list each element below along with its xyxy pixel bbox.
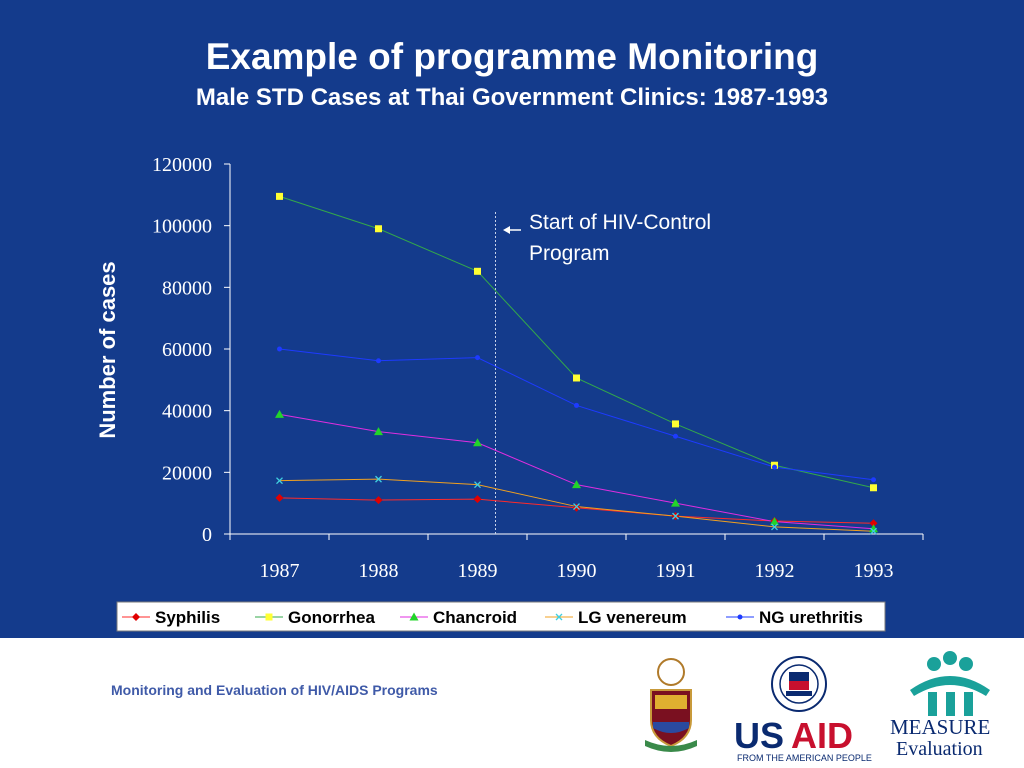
gonorrhea-point xyxy=(474,267,481,275)
chancroid-point xyxy=(374,427,383,436)
lg-venereum-point-stroke xyxy=(870,527,877,535)
chancroid-point xyxy=(275,409,284,418)
lg-venereum-point xyxy=(672,512,679,520)
logo-strip: US AID FROM THE AMERICAN PEOPLE MEASURE … xyxy=(645,651,990,763)
x-tick-label: 1988 xyxy=(359,560,399,582)
legend-ng-urethritis-marker xyxy=(737,614,743,620)
std-cases-line-chart: 0 20000 40000 60000 80000 100000 120000 1987 198… xyxy=(95,154,924,632)
slide-background xyxy=(0,0,1024,638)
y-tick-label: 20000 xyxy=(162,462,212,484)
slide-title: Example of programme Monitoring xyxy=(205,36,819,77)
slide-subtitle: Male STD Cases at Thai Government Clinic… xyxy=(195,84,829,111)
legend-chancroid-marker xyxy=(409,612,419,621)
syphilis-point xyxy=(275,493,284,502)
legend-ng-urethritis-label: NG urethritis xyxy=(759,608,863,627)
lg-venereum-point xyxy=(771,523,778,531)
y-tick-label: 80000 xyxy=(162,277,212,299)
gonorrhea-point xyxy=(870,484,877,492)
ng-urethritis-point xyxy=(574,402,579,408)
x-tick-label: 1989 xyxy=(458,560,498,582)
lg-venereum-point-stroke xyxy=(474,481,481,489)
ng-urethritis-point xyxy=(376,358,381,364)
y-tick-label: 120000 xyxy=(152,154,212,176)
lg-venereum-point xyxy=(870,527,877,535)
legend-gonorrhea-marker xyxy=(265,613,273,621)
lg-venereum-point-stroke xyxy=(771,523,778,531)
evaluation-text: Evaluation xyxy=(896,738,983,760)
x-tick-label: 1992 xyxy=(755,560,795,582)
legend-box xyxy=(116,601,886,632)
annotation-arrow-icon xyxy=(503,226,510,234)
gonorrhea-point xyxy=(672,420,679,428)
syphilis-point xyxy=(869,519,878,528)
syphilis-point xyxy=(374,496,383,505)
legend-lg-venereum-marker xyxy=(555,613,563,621)
y-tick-label: 0 xyxy=(202,524,212,546)
ng-urethritis-point xyxy=(871,477,876,483)
chart-legend: Syphilis Gonorrhea Chancroid LG venereum NG … xyxy=(116,601,886,632)
chart-axes: 0 20000 40000 60000 80000 100000 120000 1987 198… xyxy=(152,154,924,582)
usaid-aid-text: AID xyxy=(791,715,853,756)
lg-venereum-point-stroke xyxy=(672,512,679,520)
footer-text: Monitoring and Evaluation of HIV/AIDS Pr… xyxy=(111,682,438,698)
y-axis-title: Number of cases xyxy=(95,261,120,438)
gonorrhea-line xyxy=(279,195,874,489)
chancroid-point xyxy=(473,438,482,447)
legend-syphilis-marker xyxy=(132,613,140,621)
measure-people-icon xyxy=(910,651,990,716)
x-tick-label: 1990 xyxy=(557,560,597,582)
y-tick-label: 60000 xyxy=(162,339,212,361)
measure-text: MEASURE xyxy=(890,715,990,739)
lg-venereum-point xyxy=(573,503,580,511)
syphilis-point xyxy=(473,495,482,504)
chancroid-point xyxy=(869,524,878,533)
legend-gonorrhea-label: Gonorrhea xyxy=(288,608,375,627)
legend-lg-venereum-marker-stroke xyxy=(555,613,563,621)
gonorrhea-point xyxy=(375,225,382,233)
lg-venereum-point-stroke xyxy=(276,477,283,485)
lg-venereum-point-stroke xyxy=(573,503,580,511)
x-tick-label: 1993 xyxy=(854,560,894,582)
ng-urethritis-line xyxy=(279,348,874,481)
x-tick-label: 1987 xyxy=(260,560,300,582)
ng-urethritis-point xyxy=(277,346,282,352)
annotation: Start of HIV-Control Program xyxy=(503,211,711,265)
legend-lg-venereum-label: LG venereum xyxy=(578,608,687,627)
x-tick-label: 1991 xyxy=(656,560,696,582)
syphilis-point xyxy=(572,503,581,512)
usaid-us-text: US xyxy=(734,715,784,756)
gonorrhea-point xyxy=(276,192,283,200)
lg-venereum-point-stroke xyxy=(375,475,382,483)
lg-venereum-point xyxy=(276,477,283,485)
gonorrhea-point xyxy=(573,374,580,382)
y-tick-label: 100000 xyxy=(152,216,212,238)
chancroid-point xyxy=(770,517,779,526)
legend-syphilis-label: Syphilis xyxy=(155,608,220,627)
chancroid-point xyxy=(671,498,680,507)
y-tick-label: 40000 xyxy=(162,401,212,423)
ng-urethritis-point xyxy=(772,464,777,470)
university-crest-icon xyxy=(645,658,697,752)
legend-chancroid-label: Chancroid xyxy=(433,608,517,627)
ng-urethritis-point xyxy=(673,433,678,439)
annotation-line-1: Start of HIV-Control xyxy=(529,211,711,234)
usaid-seal-icon xyxy=(771,656,827,712)
lg-venereum-point xyxy=(375,475,382,483)
usaid-tagline: FROM THE AMERICAN PEOPLE xyxy=(737,753,872,763)
chancroid-point xyxy=(572,480,581,489)
ng-urethritis-point xyxy=(475,355,480,361)
annotation-line-2: Program xyxy=(529,242,610,265)
lg-venereum-point xyxy=(474,481,481,489)
series-markers xyxy=(275,192,878,535)
